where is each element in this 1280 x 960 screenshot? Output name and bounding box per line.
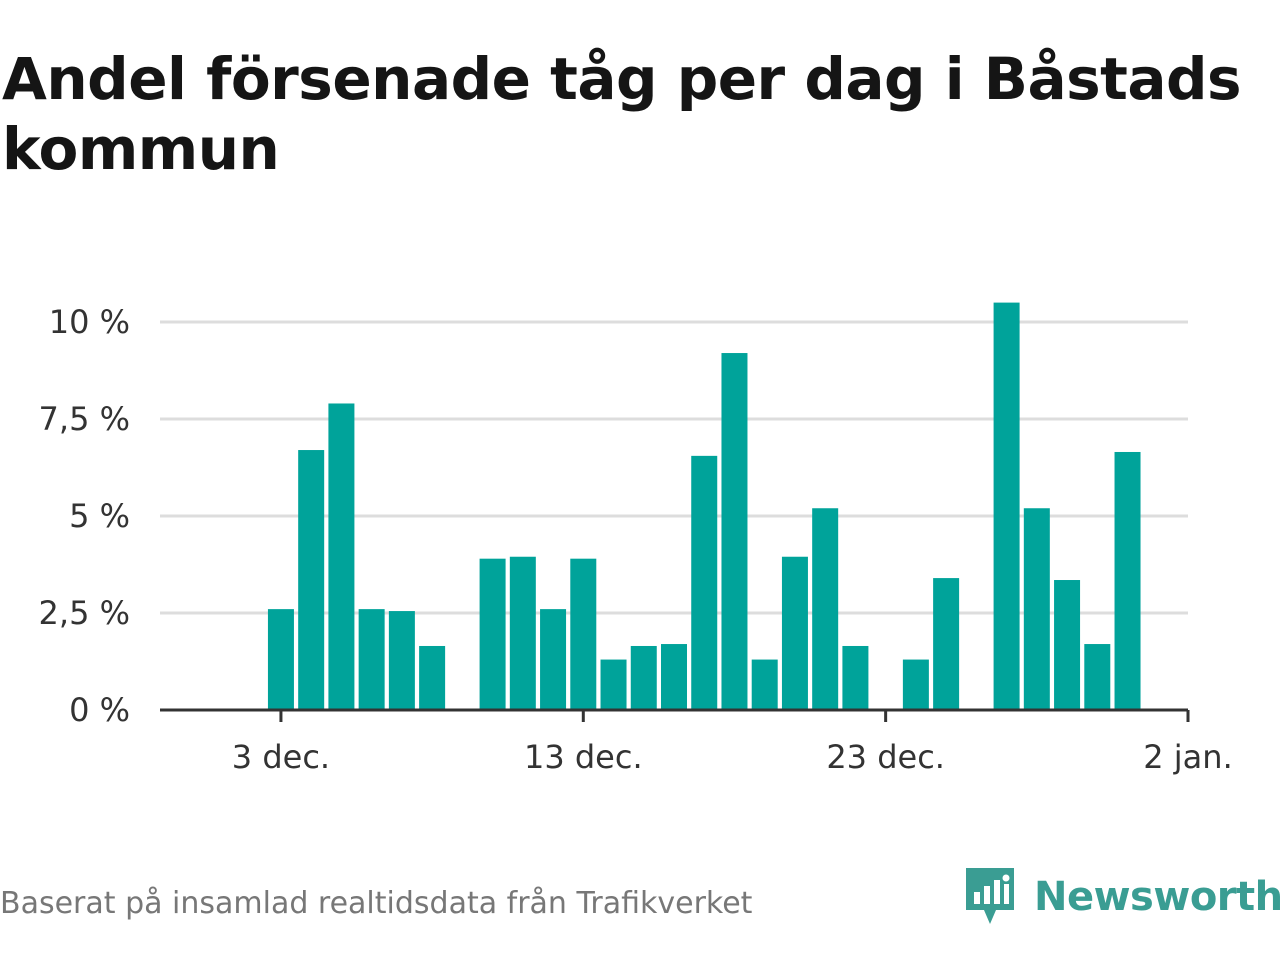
bar — [933, 578, 960, 710]
bar — [419, 645, 446, 710]
bar — [812, 508, 839, 710]
bar — [902, 659, 929, 710]
newsworthy-logo-icon — [966, 868, 1014, 924]
brand-name: Newsworthy — [1034, 874, 1280, 920]
chart-title: Andel försenade tåg per dag i Båstads ko… — [2, 45, 1242, 183]
bar — [691, 455, 718, 710]
bars — [267, 302, 1141, 710]
bar — [267, 609, 294, 710]
bar — [600, 659, 627, 710]
bar — [630, 645, 657, 710]
bar — [298, 450, 325, 710]
x-tick-label: 3 dec. — [232, 738, 330, 776]
bar — [540, 609, 567, 710]
brand-logo[interactable]: Newsworthy — [964, 862, 1280, 932]
bar — [358, 609, 385, 710]
y-tick-label: 7,5 % — [39, 400, 130, 438]
x-tick-label: 23 dec. — [826, 738, 945, 776]
y-tick-label: 5 % — [69, 497, 130, 535]
y-axis-labels: 0 % 2,5 % 5 % 7,5 % 10 % — [39, 303, 130, 729]
bar — [388, 611, 415, 710]
bar — [721, 353, 748, 710]
bar — [479, 558, 506, 710]
x-tick-label: 13 dec. — [524, 738, 643, 776]
bar — [993, 302, 1020, 710]
bar — [570, 558, 597, 710]
y-tick-label: 10 % — [49, 303, 130, 341]
bar — [1054, 580, 1081, 710]
bar — [509, 556, 536, 710]
bar — [1114, 451, 1141, 710]
source-note: Baserat på insamlad realtidsdata från Tr… — [0, 886, 753, 921]
x-axis — [160, 708, 1190, 722]
bar — [781, 556, 808, 710]
bar — [328, 403, 355, 710]
bar — [1084, 644, 1111, 710]
bar — [1023, 508, 1050, 710]
y-tick-label: 2,5 % — [39, 594, 130, 632]
x-axis-labels: 3 dec. 13 dec. 23 dec. 2 jan. — [232, 738, 1233, 776]
bar — [660, 644, 688, 710]
x-tick-label: 2 jan. — [1143, 738, 1232, 776]
bar-chart: 0 % 2,5 % 5 % 7,5 % 10 % 3 dec. 13 dec. 23 dec… — [39, 302, 1233, 776]
bar — [842, 645, 869, 710]
bar — [751, 659, 778, 710]
y-tick-label: 0 % — [69, 691, 130, 729]
